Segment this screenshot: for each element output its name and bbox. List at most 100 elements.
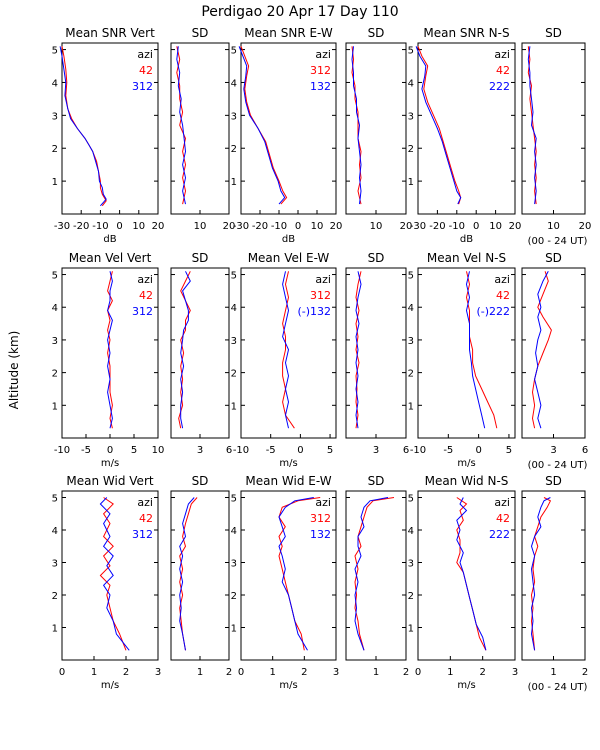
panel-frame bbox=[417, 490, 516, 661]
panel-title: SD bbox=[368, 474, 385, 488]
legend-entry: 312 bbox=[310, 289, 331, 302]
legend-entry: 312 bbox=[132, 528, 153, 541]
legend-entry: 222 bbox=[489, 80, 510, 93]
y-tick-label: 5 bbox=[408, 494, 414, 505]
series-line-blue bbox=[282, 271, 290, 429]
y-tick-label: 1 bbox=[52, 401, 58, 412]
x-tick-label: 0 bbox=[116, 221, 122, 232]
panel-title: Mean Wid N-S bbox=[425, 474, 509, 488]
x-axis-label: dB bbox=[282, 234, 295, 245]
panel-frame bbox=[345, 490, 407, 661]
y-tick-label: 2 bbox=[52, 144, 58, 155]
series-line-blue bbox=[355, 271, 362, 429]
legend-entry: 42 bbox=[496, 64, 510, 77]
series-line-red bbox=[178, 271, 191, 429]
figure-title: Perdigao 20 Apr 17 Day 110 bbox=[201, 4, 398, 20]
x-axis-label: m/s bbox=[457, 680, 475, 691]
x-tick-label: 1 bbox=[447, 667, 453, 678]
series-line-red bbox=[351, 46, 362, 205]
legend-entry: 42 bbox=[139, 512, 153, 525]
panel-wid-ns: Mean Wid N-S 1 2 3 4 5 0 1 2 3 m/s azi 42 222 bbox=[408, 474, 519, 691]
panel-frame bbox=[240, 490, 337, 661]
series-line-blue bbox=[415, 46, 462, 205]
x-tick-label: -10 bbox=[449, 221, 465, 232]
x-tick-label: 1 bbox=[269, 667, 275, 678]
y-tick-label: 3 bbox=[408, 559, 414, 570]
legend-head: azi bbox=[315, 496, 331, 509]
panel-title: Mean SNR N-S bbox=[423, 26, 509, 40]
x-tick-label: 0 bbox=[295, 221, 301, 232]
panel-vel-vert-sd: SD 3 6 bbox=[170, 251, 232, 456]
panel-wid-ns-sd: SD 1 2 bbox=[521, 474, 588, 678]
x-axis-label: m/s bbox=[457, 458, 475, 469]
legend-entry: 312 bbox=[132, 80, 153, 93]
series-line-red bbox=[465, 271, 498, 429]
y-tick-label: 4 bbox=[231, 526, 237, 537]
y-tick-label: 1 bbox=[408, 177, 414, 188]
series-line-red bbox=[456, 497, 487, 651]
x-tick-label: 20 bbox=[330, 221, 343, 232]
legend-entry: (-)132 bbox=[297, 305, 331, 318]
legend-entry: 42 bbox=[139, 64, 153, 77]
x-tick-label: 3 bbox=[373, 445, 379, 456]
x-tick-label: 10 bbox=[547, 221, 560, 232]
y-tick-label: 5 bbox=[52, 271, 58, 282]
x-tick-label: 3 bbox=[512, 667, 518, 678]
x-axis-label: dB bbox=[460, 234, 473, 245]
legend-entry: 132 bbox=[310, 528, 331, 541]
x-tick-label: -20 bbox=[252, 221, 268, 232]
y-tick-label: 2 bbox=[408, 144, 414, 155]
series-line-red bbox=[531, 271, 552, 429]
x-axis-label: m/s bbox=[101, 458, 119, 469]
y-tick-label: 3 bbox=[52, 559, 58, 570]
series-line-red bbox=[107, 271, 113, 429]
panel-frame bbox=[417, 267, 516, 439]
legend-head: azi bbox=[494, 496, 510, 509]
y-tick-label: 1 bbox=[231, 177, 237, 188]
x-tick-label: 20 bbox=[509, 221, 522, 232]
y-tick-label: 4 bbox=[52, 303, 58, 314]
legend-entry: 312 bbox=[310, 512, 331, 525]
panel-title: SD bbox=[368, 251, 385, 265]
x-tick-label: -5 bbox=[266, 445, 276, 456]
panel-frame bbox=[61, 490, 159, 661]
y-tick-label: 4 bbox=[52, 78, 58, 89]
x-tick-label: 0 bbox=[238, 667, 244, 678]
x-tick-label: 0 bbox=[107, 445, 113, 456]
x-tick-label: 3 bbox=[333, 667, 339, 678]
legend-entry: 132 bbox=[310, 80, 331, 93]
x-tick-label: -20 bbox=[429, 221, 445, 232]
panel-title: SD bbox=[368, 26, 385, 40]
x-tick-label: 5 bbox=[131, 445, 137, 456]
panel-vel-ns: Mean Vel N-S 1 2 3 4 5 -10 -5 0 5 m/s azi 42 (-)222 bbox=[408, 251, 516, 469]
panel-snr-ns-sd: SD 10 20 bbox=[521, 26, 591, 232]
legend-entry: 42 bbox=[139, 289, 153, 302]
x-tick-label: 10 bbox=[489, 221, 502, 232]
y-tick-label: 2 bbox=[231, 369, 237, 380]
chart-row-wid: Mean Wid Vert 1 2 3 4 5 0 1 2 3 m/s azi 42 312 SD1 2 Mea… bbox=[52, 474, 589, 693]
y-tick-label: 3 bbox=[52, 336, 58, 347]
y-tick-label: 4 bbox=[52, 526, 58, 537]
panel-frame bbox=[170, 42, 230, 215]
panel-title: Mean Wid Vert bbox=[66, 474, 153, 488]
x-tick-label: -30 bbox=[410, 221, 426, 232]
legend-head: azi bbox=[494, 48, 510, 61]
y-tick-label: 2 bbox=[52, 591, 58, 602]
legend-entry: 222 bbox=[489, 528, 510, 541]
y-tick-label: 5 bbox=[52, 494, 58, 505]
x-tick-label: -20 bbox=[73, 221, 89, 232]
legend-head: azi bbox=[137, 273, 153, 286]
x-tick-label: 10 bbox=[311, 221, 324, 232]
panel-frame bbox=[240, 42, 337, 215]
x-tick-label: 0 bbox=[297, 445, 303, 456]
y-tick-label: 4 bbox=[408, 78, 414, 89]
y-tick-label: 5 bbox=[231, 271, 237, 282]
y-tick-label: 4 bbox=[408, 303, 414, 314]
series-line-red bbox=[354, 497, 395, 651]
x-tick-label: 2 bbox=[403, 667, 409, 678]
y-tick-label: 1 bbox=[231, 401, 237, 412]
series-line-blue bbox=[99, 497, 130, 651]
panel-title: SD bbox=[545, 474, 562, 488]
